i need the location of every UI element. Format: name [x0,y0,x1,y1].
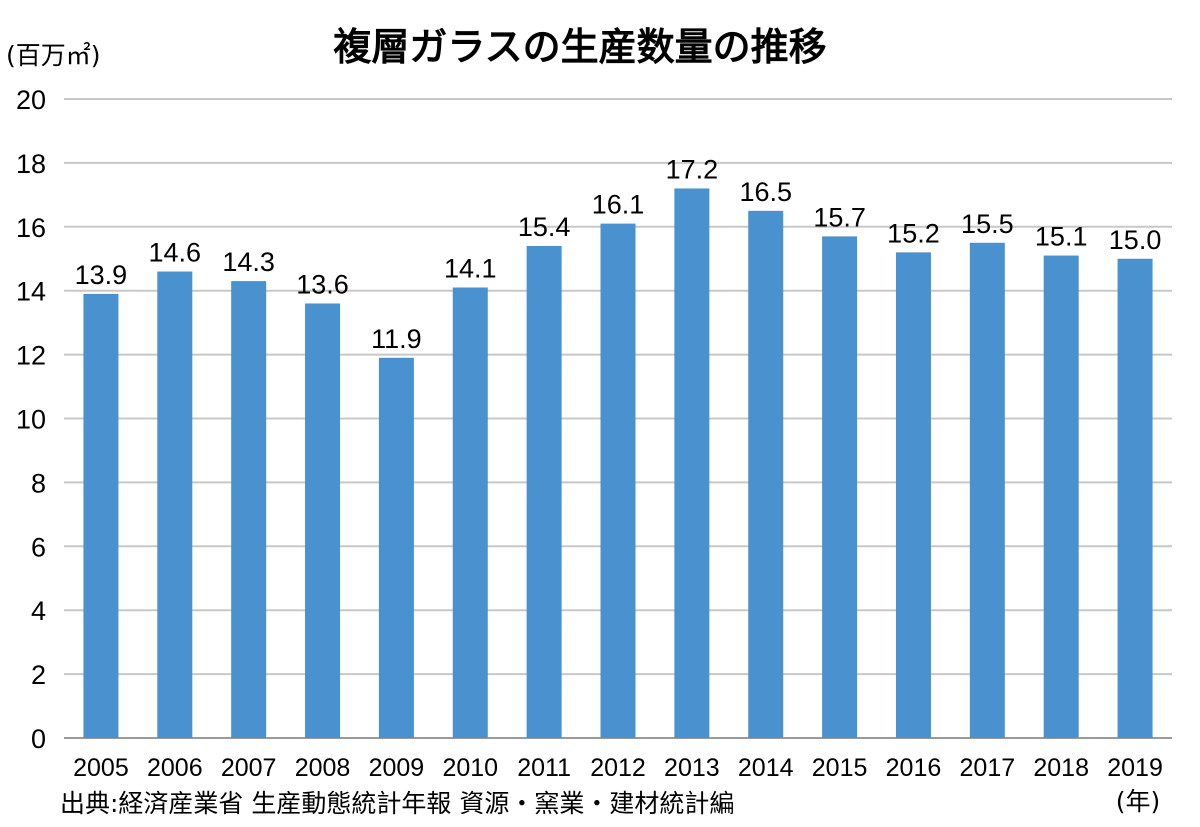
data-label-2009: 11.9 [371,324,422,354]
source-note: 出典:経済産業省 生産動態統計年報 資源・窯業・建材統計編 [60,789,734,818]
x-tick-label-2009: 2009 [369,754,425,782]
y-tick-label: 18 [16,149,46,179]
x-tick-label-2013: 2013 [664,754,720,782]
data-label-2007: 14.3 [222,247,275,277]
x-tick-label-2015: 2015 [812,754,868,782]
data-label-2013: 17.2 [666,154,719,184]
x-axis-ticks: 2005 2006 2007 2008 2009 2010 2011 2012 2013 2014… [73,754,1163,782]
x-tick-label-2018: 2018 [1033,754,1089,782]
x-tick-label-2008: 2008 [295,754,351,782]
x-tick-label-2005: 2005 [73,754,129,782]
bar-2009 [378,357,414,738]
y-tick-label: 6 [31,532,46,562]
bar-2012 [600,223,636,739]
data-label-2008: 13.6 [296,269,349,299]
bar-2010 [452,287,488,738]
bar-2019 [1117,258,1153,738]
y-tick-label: 16 [16,213,46,243]
y-tick-label: 14 [16,277,46,307]
data-label-2006: 14.6 [149,238,202,268]
data-label-2016: 15.2 [887,218,940,248]
data-label-2019: 15.0 [1109,225,1162,255]
y-tick-label: 4 [31,596,46,626]
bar-2011 [526,245,562,738]
y-tick-label: 0 [31,724,46,754]
x-tick-label-2006: 2006 [147,754,203,782]
data-label-2017: 15.5 [961,209,1014,239]
y-tick-label: 8 [31,468,46,498]
y-tick-label: 12 [16,341,46,371]
x-axis-unit-label: (年) [1116,787,1161,816]
bar-2014 [748,210,784,738]
data-label-2012: 16.1 [592,190,645,220]
bar-2005 [83,293,119,738]
x-tick-label-2007: 2007 [221,754,277,782]
bars [83,188,1153,739]
x-tick-label-2011: 2011 [517,754,571,782]
data-label-2018: 15.1 [1035,222,1088,252]
bar-2016 [895,252,931,739]
bar-2006 [157,271,193,738]
data-labels: 13.9 14.6 14.3 13.6 11.9 14.1 15.4 16.1 17.2 16.5… [75,154,1162,353]
y-axis-unit-label: (百万㎡) [6,41,101,70]
bar-2018 [1043,255,1079,738]
x-tick-label-2017: 2017 [960,754,1016,782]
y-tick-label: 10 [16,405,46,435]
data-label-2014: 16.5 [739,177,792,207]
x-tick-label-2010: 2010 [442,754,498,782]
bar-2017 [969,242,1005,738]
data-label-2005: 13.9 [75,260,128,290]
data-label-2010: 14.1 [444,254,497,284]
data-label-2011: 15.4 [518,212,571,242]
data-label-2015: 15.7 [813,202,866,232]
y-axis-ticks: 0 2 4 6 8 10 12 14 16 18 20 [16,85,46,754]
x-tick-label-2019: 2019 [1107,754,1163,782]
x-tick-label-2012: 2012 [590,754,646,782]
y-tick-label: 2 [31,660,46,690]
bar-2007 [231,281,267,738]
bar-2013 [674,188,710,738]
y-tick-label: 20 [16,85,46,115]
x-tick-label-2016: 2016 [886,754,942,782]
chart-title: 複層ガラスの生産数量の推移 [333,25,826,69]
bar-2015 [822,236,858,738]
x-tick-label-2014: 2014 [738,754,794,782]
bar-2008 [305,303,341,738]
